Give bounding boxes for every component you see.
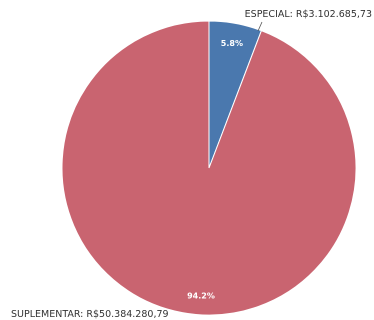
outer-labels: ESPECIAL: R$3.102.685,73 SUPLEMENTAR: R$5… xyxy=(11,9,372,320)
leader-line-especial xyxy=(257,21,263,32)
percent-label-suplementar: 94.2% xyxy=(187,291,215,300)
pie-slice-suplementar[interactable] xyxy=(61,20,357,316)
percent-labels: 5.8% 94.2% xyxy=(187,39,243,300)
percent-label-especial: 5.8% xyxy=(221,39,243,48)
outer-label-suplementar: SUPLEMENTAR: R$50.384.280,79 xyxy=(11,309,169,320)
outer-label-especial: ESPECIAL: R$3.102.685,73 xyxy=(245,9,372,20)
pie-slices xyxy=(61,20,357,316)
